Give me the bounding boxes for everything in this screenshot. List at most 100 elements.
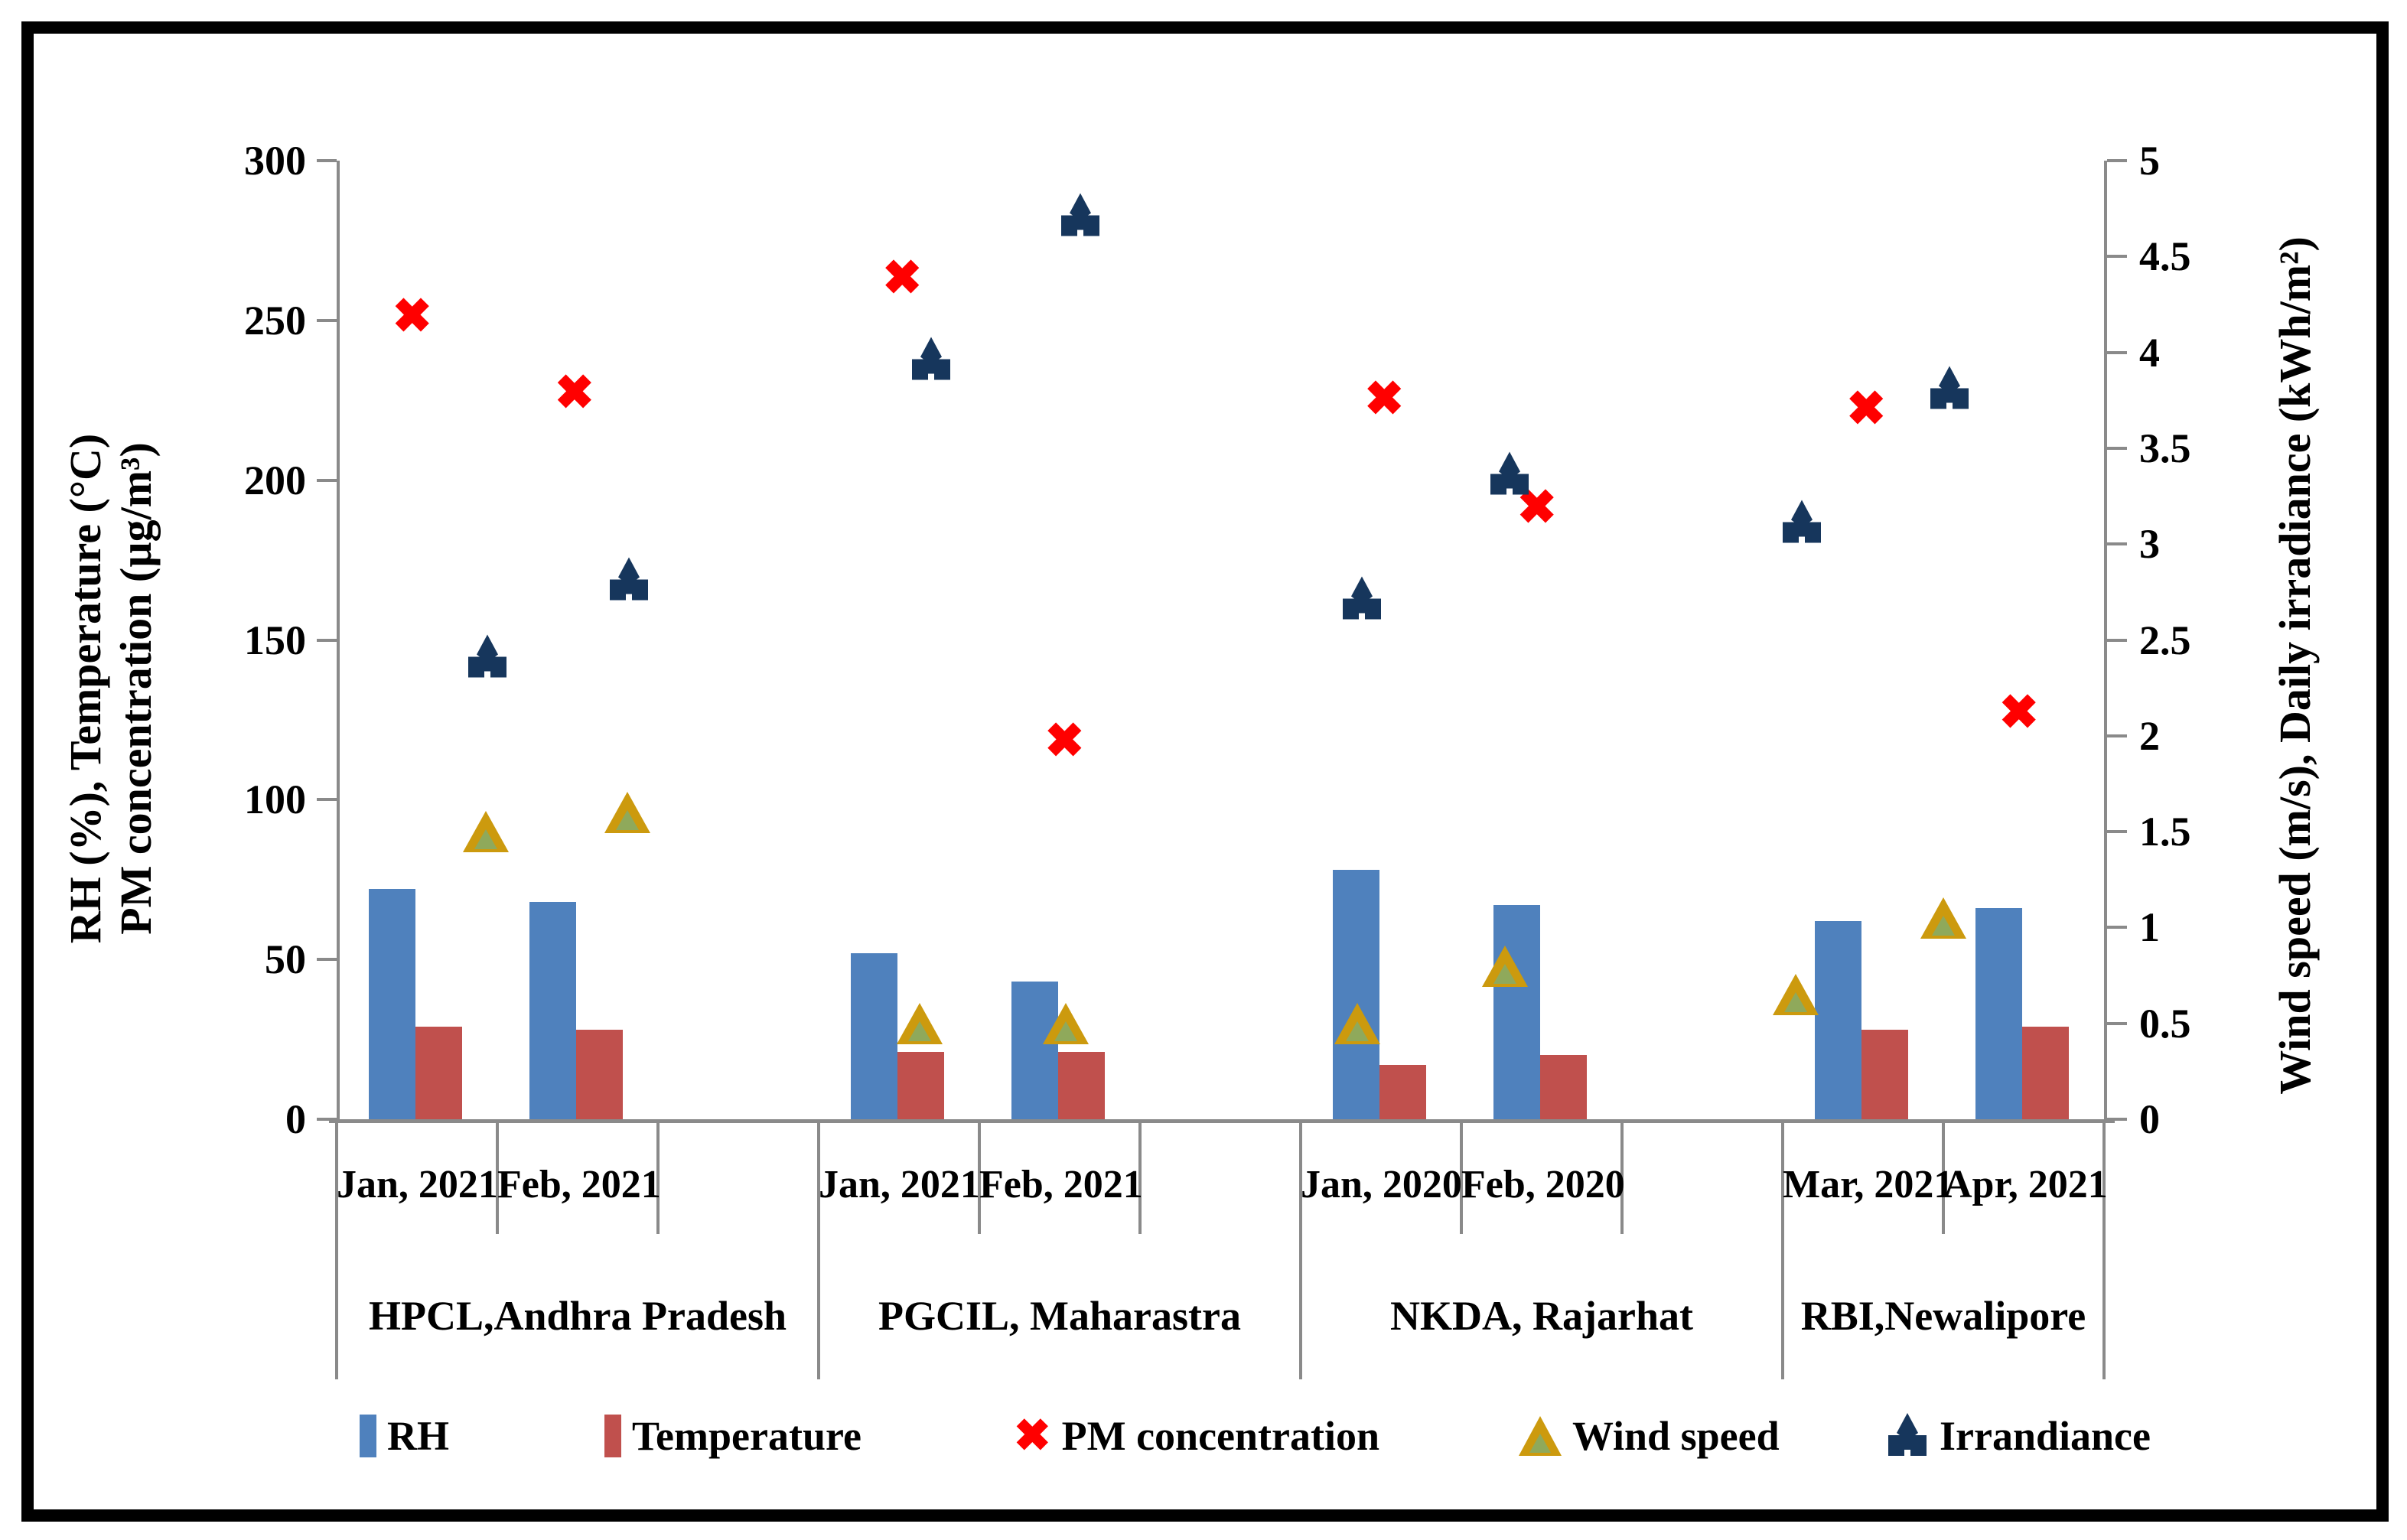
month-label: Apr, 2021 bbox=[1943, 1163, 2108, 1206]
right-axis-tick bbox=[2107, 1118, 2127, 1121]
pm-concentration-marker: ✖ bbox=[1364, 373, 1405, 426]
wind-speed-marker bbox=[604, 792, 651, 834]
right-axis-tick bbox=[2107, 926, 2127, 930]
legend-item-pm-concentration: ✖ PM concentration bbox=[1014, 1411, 1379, 1460]
rh-bar bbox=[1493, 905, 1540, 1119]
right-axis-tick-label: 1 bbox=[2139, 904, 2160, 951]
location-separator bbox=[335, 1234, 338, 1379]
legend-item-temperature: Temperature bbox=[604, 1411, 862, 1460]
left-axis-tick bbox=[317, 1118, 337, 1121]
wind-speed-marker bbox=[1334, 1002, 1380, 1044]
irradiance-marker bbox=[1488, 451, 1531, 502]
irradiance-marker bbox=[466, 634, 509, 684]
legend-item-wind-speed: Wind speed bbox=[1519, 1411, 1780, 1460]
month-separator bbox=[1942, 1119, 1945, 1234]
month-separator bbox=[1299, 1119, 1302, 1234]
chart-outer-border bbox=[21, 21, 2389, 1522]
wind-triangle-inner bbox=[908, 1021, 932, 1041]
irradiance-marker bbox=[1340, 576, 1383, 627]
rh-bar bbox=[369, 889, 415, 1119]
left-axis-tick-label: 150 bbox=[244, 617, 306, 663]
month-separator bbox=[656, 1119, 660, 1234]
month-label: Feb, 2021 bbox=[979, 1163, 1143, 1206]
x-axis-line bbox=[329, 1119, 2115, 1123]
wind-legend-swatch-inner bbox=[1529, 1434, 1551, 1453]
left-axis-tick-label: 200 bbox=[244, 457, 306, 503]
month-separator bbox=[2102, 1119, 2106, 1234]
left-axis-tick-label: 0 bbox=[285, 1096, 306, 1142]
right-axis-tick-label: 0.5 bbox=[2139, 1000, 2191, 1047]
rh-bar bbox=[1333, 870, 1379, 1119]
pm-concentration-marker: ✖ bbox=[882, 252, 923, 304]
month-separator bbox=[817, 1119, 820, 1234]
month-label: Mar, 2021 bbox=[1783, 1163, 1954, 1206]
wind-triangle-inner bbox=[1054, 1021, 1078, 1041]
legend-item-rh: RH bbox=[360, 1411, 449, 1460]
left-axis-tick bbox=[317, 958, 337, 962]
right-axis-tick bbox=[2107, 159, 2127, 162]
wind-speed-marker bbox=[1772, 974, 1819, 1016]
irradiance-legend-swatch bbox=[1886, 1413, 1929, 1459]
temperature-bar bbox=[1861, 1030, 1908, 1119]
month-label: Jan, 2020 bbox=[1301, 1163, 1462, 1206]
left-axis-tick-label: 300 bbox=[244, 138, 306, 184]
temperature-bar bbox=[1379, 1064, 1426, 1119]
temperature-bar bbox=[2021, 1026, 2069, 1119]
pm-concentration-marker: ✖ bbox=[392, 290, 432, 343]
left-axis-tick bbox=[317, 159, 337, 162]
irradiance-marker bbox=[607, 557, 650, 607]
wind-speed-marker bbox=[1920, 897, 1966, 939]
left-axis-tick bbox=[317, 318, 337, 322]
right-axis-tick bbox=[2107, 542, 2127, 546]
rh-legend-swatch bbox=[360, 1415, 376, 1457]
legend-label: Wind speed bbox=[1572, 1413, 1780, 1459]
pm-concentration-marker: ✖ bbox=[1846, 383, 1887, 435]
left-axis-tick-label: 250 bbox=[244, 297, 306, 343]
wind-speed-marker bbox=[1043, 1002, 1090, 1044]
temperature-bar bbox=[1539, 1055, 1587, 1119]
irradiance-marker bbox=[1928, 366, 1971, 415]
left-axis-title-line2: PM concentration (µg/m³) bbox=[111, 442, 161, 935]
wind-legend-swatch bbox=[1519, 1416, 1562, 1456]
right-axis-tick-label: 3.5 bbox=[2139, 425, 2191, 471]
right-axis-tick bbox=[2107, 350, 2127, 354]
wind-triangle-inner bbox=[616, 810, 640, 831]
rh-bar bbox=[529, 901, 576, 1119]
right-axis-tick bbox=[2107, 830, 2127, 834]
legend-label: PM concentration bbox=[1061, 1413, 1379, 1459]
irradiance-marker bbox=[1059, 193, 1102, 243]
left-axis-title-line1: RH (%), Temperature (°C) bbox=[60, 433, 110, 944]
right-axis-tick bbox=[2107, 255, 2127, 259]
right-axis-tick bbox=[2107, 638, 2127, 642]
temperature-legend-swatch bbox=[604, 1415, 621, 1457]
left-axis-tick bbox=[317, 798, 337, 802]
right-axis-tick-label: 1.5 bbox=[2139, 809, 2191, 855]
month-label: Jan, 2021 bbox=[819, 1163, 980, 1206]
month-label: Feb, 2021 bbox=[497, 1163, 661, 1206]
temperature-bar bbox=[575, 1030, 623, 1119]
right-axis-tick-label: 4 bbox=[2139, 329, 2160, 376]
month-separator bbox=[1460, 1119, 1463, 1234]
right-axis-tick bbox=[2107, 446, 2127, 450]
month-label: Jan, 2021 bbox=[337, 1163, 498, 1206]
location-separator bbox=[1781, 1234, 1784, 1379]
wind-speed-marker bbox=[463, 811, 510, 853]
wind-speed-marker bbox=[897, 1002, 943, 1044]
right-axis-tick bbox=[2107, 1021, 2127, 1025]
pm-concentration-marker: ✖ bbox=[554, 366, 594, 419]
pm-legend-swatch: ✖ bbox=[1014, 1411, 1051, 1460]
wind-triangle-inner bbox=[1345, 1021, 1369, 1041]
month-separator bbox=[1138, 1119, 1142, 1234]
location-separator bbox=[2102, 1234, 2106, 1379]
wind-triangle-inner bbox=[1783, 992, 1807, 1013]
month-label: Feb, 2020 bbox=[1461, 1163, 1625, 1206]
location-label: NKDA, Rajarhat bbox=[1390, 1293, 1693, 1339]
left-axis-tick bbox=[317, 478, 337, 482]
right-axis-tick-label: 0 bbox=[2139, 1096, 2160, 1142]
month-separator bbox=[335, 1119, 338, 1234]
legend-label: RH bbox=[387, 1413, 449, 1459]
right-axis-tick-label: 4.5 bbox=[2139, 233, 2191, 280]
right-axis-tick-label: 5 bbox=[2139, 138, 2160, 184]
location-label: PGCIL, Maharastra bbox=[878, 1293, 1241, 1339]
